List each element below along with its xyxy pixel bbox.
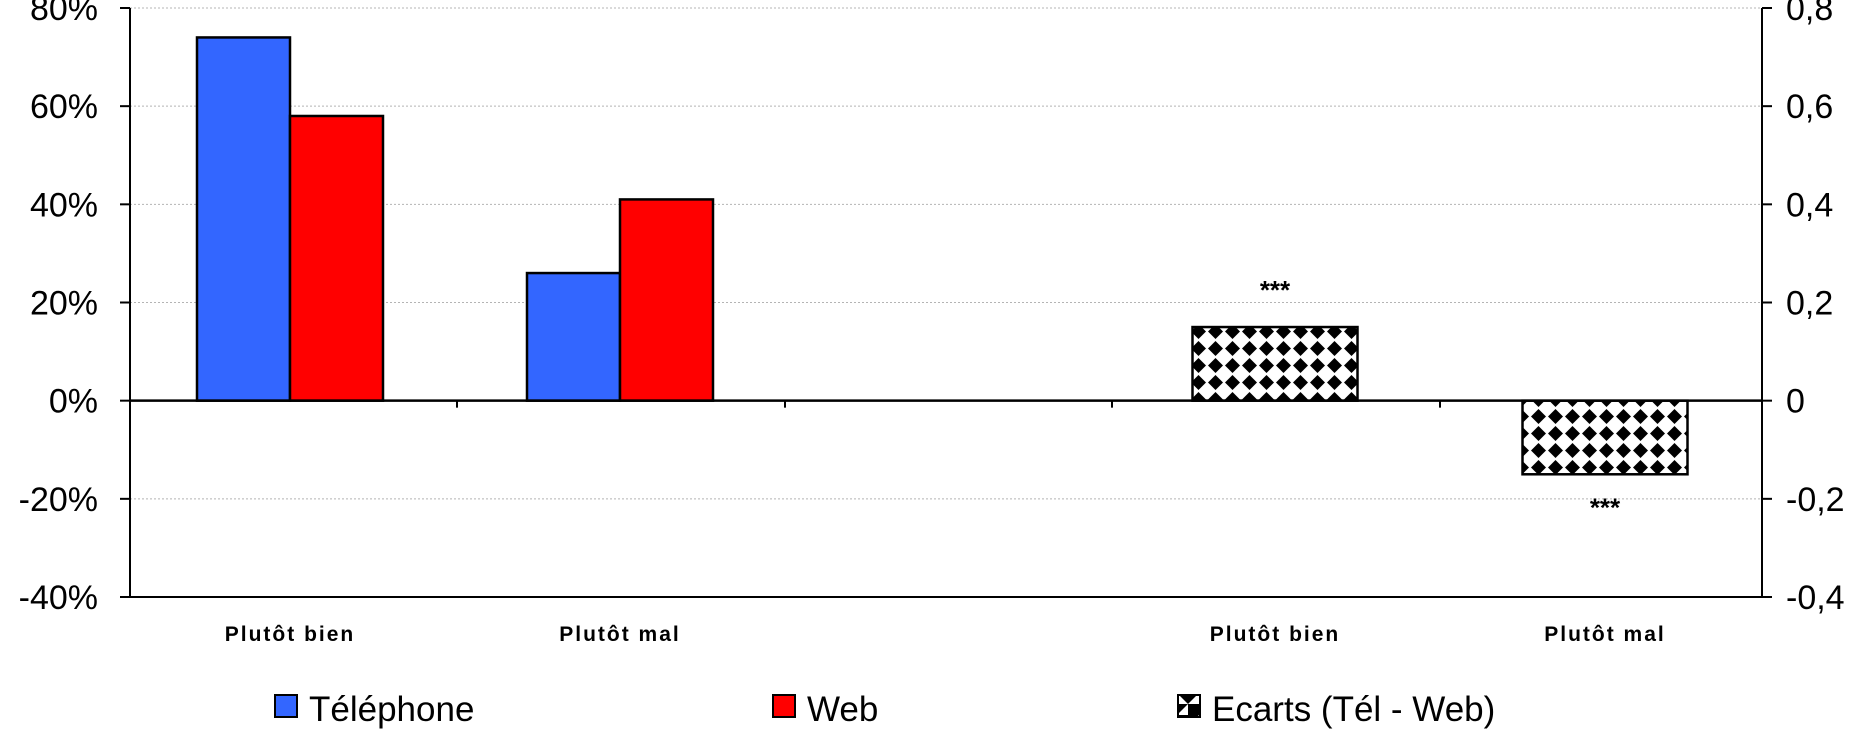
category-label: Plutôt mal — [559, 623, 681, 646]
significance-annotation: *** — [1590, 492, 1621, 522]
bar-telephone — [525, 271, 622, 402]
legend-swatch-ecarts — [1177, 694, 1201, 718]
legend-label-ecarts: Ecarts (Tél - Web) — [1212, 690, 1495, 729]
annotations: *** *** — [1260, 275, 1621, 522]
bar-web — [618, 198, 715, 402]
right-axis-ticks: 0,8 0,6 0,4 0,2 0 -0,2 -0,4 — [1762, 0, 1845, 617]
left-tick-label: -20% — [19, 481, 98, 519]
legend-label-telephone: Téléphone — [309, 690, 474, 729]
category-label: Plutôt bien — [225, 623, 356, 646]
bars — [195, 36, 1689, 476]
left-tick-label: 0% — [49, 383, 98, 421]
legend-label-web: Web — [807, 690, 878, 729]
gridlines — [130, 7, 1762, 500]
right-tick-label: 0,8 — [1786, 0, 1833, 28]
right-tick-label: -0,4 — [1786, 579, 1845, 617]
category-label: Plutôt bien — [1210, 623, 1341, 646]
bar-web — [288, 114, 385, 402]
right-tick-label: 0,4 — [1786, 186, 1833, 224]
legend-swatch-web — [772, 694, 796, 718]
left-tick-label: 40% — [30, 186, 98, 224]
right-tick-label: 0,2 — [1786, 285, 1833, 323]
left-tick-label: -40% — [19, 579, 98, 617]
significance-annotation: *** — [1260, 275, 1291, 305]
legend-swatch-telephone — [274, 694, 298, 718]
left-tick-label: 20% — [30, 285, 98, 323]
left-axis-ticks: 80% 60% 40% 20% 0% -20% -40% — [19, 0, 130, 617]
left-tick-label: 60% — [30, 88, 98, 126]
legend: Téléphone Web Ecarts (Tél - Web) — [274, 690, 1495, 729]
right-tick-label: 0,6 — [1786, 88, 1833, 126]
right-tick-label: 0 — [1786, 383, 1805, 421]
right-tick-label: -0,2 — [1786, 481, 1845, 519]
bar-ecart — [1521, 399, 1689, 476]
category-labels: Plutôt bien Plutôt mal Plutôt bien Plutôt m… — [225, 623, 1666, 646]
category-label: Plutôt mal — [1544, 623, 1666, 646]
left-tick-label: 80% — [30, 0, 98, 28]
bar-ecart — [1191, 325, 1359, 402]
bar-telephone — [195, 36, 292, 402]
